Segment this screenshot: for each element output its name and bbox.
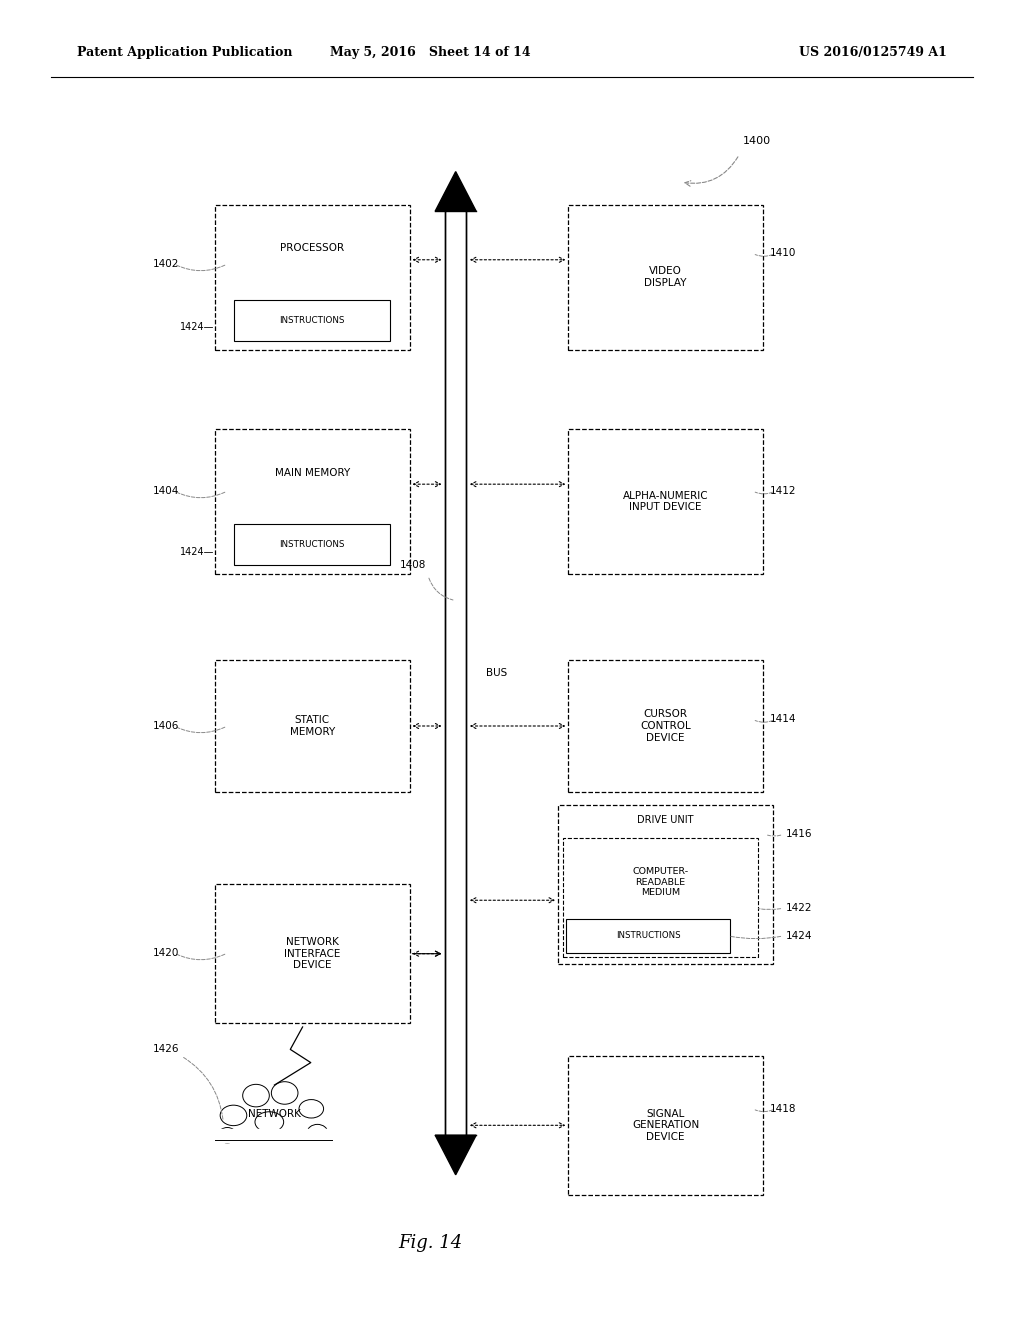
- Text: Patent Application Publication: Patent Application Publication: [77, 46, 292, 59]
- Ellipse shape: [299, 1100, 324, 1118]
- Text: 1420: 1420: [153, 948, 179, 958]
- Ellipse shape: [243, 1084, 269, 1107]
- Text: STATIC
MEMORY: STATIC MEMORY: [290, 715, 335, 737]
- Ellipse shape: [271, 1081, 298, 1105]
- Ellipse shape: [255, 1111, 284, 1133]
- Text: COMPUTER-
READABLE
MEDIUM: COMPUTER- READABLE MEDIUM: [633, 867, 688, 898]
- Text: 1412: 1412: [770, 486, 797, 496]
- Polygon shape: [435, 172, 476, 211]
- Bar: [568, 205, 763, 350]
- Text: 1400: 1400: [742, 136, 770, 147]
- Bar: [445, 211, 466, 1135]
- Text: 1424—: 1424—: [179, 322, 214, 333]
- Bar: [566, 919, 730, 953]
- Text: 1416: 1416: [785, 829, 812, 840]
- Text: Fig. 14: Fig. 14: [398, 1234, 462, 1253]
- Bar: [234, 300, 390, 341]
- Text: MAIN MEMORY: MAIN MEMORY: [274, 467, 350, 478]
- Bar: [215, 884, 410, 1023]
- Ellipse shape: [220, 1105, 247, 1126]
- Text: 1414: 1414: [770, 714, 797, 725]
- Text: PROCESSOR: PROCESSOR: [281, 243, 344, 253]
- Text: INSTRUCTIONS: INSTRUCTIONS: [280, 540, 345, 549]
- Text: BUS: BUS: [486, 668, 508, 678]
- Text: INSTRUCTIONS: INSTRUCTIONS: [280, 315, 345, 325]
- Text: SIGNAL
GENERATION
DEVICE: SIGNAL GENERATION DEVICE: [632, 1109, 699, 1142]
- Text: 1418: 1418: [770, 1104, 797, 1114]
- Ellipse shape: [307, 1125, 328, 1140]
- Text: 1404: 1404: [153, 486, 179, 496]
- Text: NETWORK: NETWORK: [248, 1109, 301, 1119]
- Text: 1402: 1402: [153, 259, 179, 269]
- Text: 1410: 1410: [770, 248, 797, 259]
- Bar: [215, 429, 410, 574]
- Text: ALPHA-NUMERIC
INPUT DEVICE: ALPHA-NUMERIC INPUT DEVICE: [623, 491, 709, 512]
- Text: NETWORK
INTERFACE
DEVICE: NETWORK INTERFACE DEVICE: [284, 937, 341, 970]
- Text: VIDEO
DISPLAY: VIDEO DISPLAY: [644, 267, 687, 288]
- Bar: [563, 838, 758, 957]
- Bar: [215, 660, 410, 792]
- Bar: [568, 429, 763, 574]
- Polygon shape: [435, 1135, 476, 1175]
- Text: 1426: 1426: [153, 1044, 179, 1055]
- Text: 1424: 1424: [785, 931, 812, 941]
- Text: US 2016/0125749 A1: US 2016/0125749 A1: [800, 46, 947, 59]
- Ellipse shape: [218, 1127, 237, 1143]
- Text: INSTRUCTIONS: INSTRUCTIONS: [615, 932, 681, 940]
- Text: 1406: 1406: [153, 721, 179, 731]
- Text: DRIVE UNIT: DRIVE UNIT: [637, 814, 694, 825]
- Text: May 5, 2016   Sheet 14 of 14: May 5, 2016 Sheet 14 of 14: [330, 46, 530, 59]
- Text: 1408: 1408: [399, 560, 426, 570]
- Bar: [234, 524, 390, 565]
- Bar: [568, 660, 763, 792]
- Bar: [558, 805, 773, 964]
- Text: 1422: 1422: [785, 903, 812, 913]
- Bar: [568, 1056, 763, 1195]
- Text: 1424—: 1424—: [179, 546, 214, 557]
- Text: CURSOR
CONTROL
DEVICE: CURSOR CONTROL DEVICE: [640, 709, 691, 743]
- Bar: [215, 205, 410, 350]
